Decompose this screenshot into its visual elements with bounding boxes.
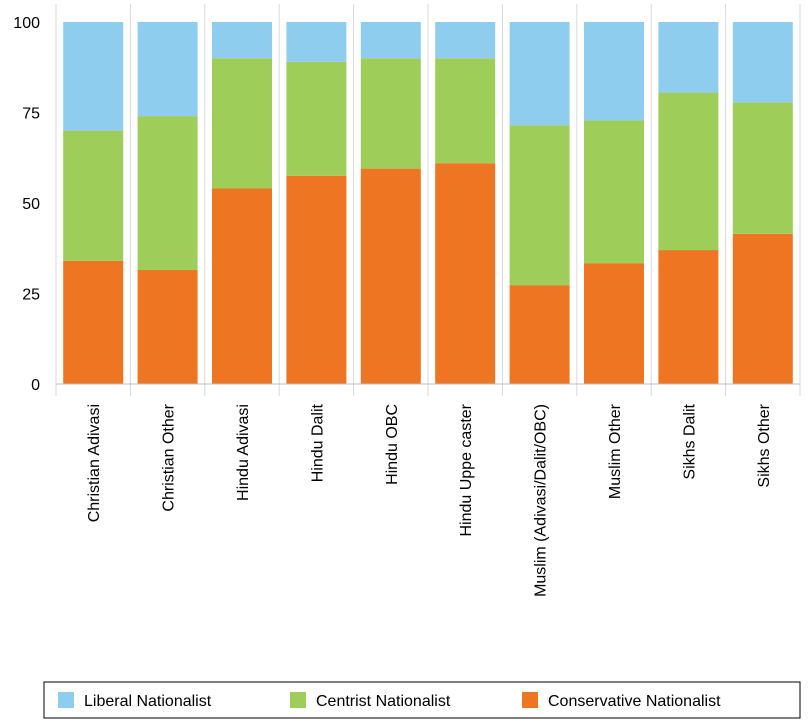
legend-box [43,681,801,719]
bar-segment-centrist-nationalist [732,102,793,234]
bar-segment-liberal-nationalist [137,22,198,117]
bar-segment-conservative-nationalist [212,188,272,384]
y-tick-label: 75 [22,106,40,123]
bar-segment-conservative-nationalist [137,269,198,384]
bar-segment-centrist-nationalist [509,125,570,286]
axis-layer: 0 25 50 75 100 Christian Adivasi Christian Oth… [13,15,800,597]
category-label: Christian Adivasi [86,404,103,522]
legend-label: Conservative Nationalist [548,693,721,710]
bar-segment-liberal-nationalist [286,22,347,62]
category-label: Muslim (Adivasi/Dalit/OBC) [533,404,550,597]
bar-segment-conservative-nationalist [509,285,570,384]
y-tick-label: 0 [31,377,40,394]
category-label: Hindu OBC [384,404,401,485]
bar-segment-liberal-nationalist [212,22,272,59]
bar-segment-centrist-nationalist [63,130,124,261]
bar-segment-centrist-nationalist [658,92,719,251]
y-tick-label: 50 [22,196,40,213]
legend-label: Centrist Nationalist [316,693,451,710]
bar-segment-conservative-nationalist [732,233,793,384]
category-label: Sikhs Other [756,403,773,487]
bar-segment-centrist-nationalist [584,120,644,264]
bar-segment-liberal-nationalist [584,22,644,121]
bar-segment-centrist-nationalist [435,58,496,164]
bar-segment-liberal-nationalist [435,22,496,59]
category-label: Sikhs Dalit [681,403,698,479]
category-label: Hindu Dalit [309,403,326,482]
legend-swatch [522,692,538,708]
bar-segment-conservative-nationalist [63,260,124,384]
bar-segment-centrist-nationalist [286,61,347,176]
y-tick-label: 100 [13,15,40,32]
legend-label: Liberal Nationalist [84,693,212,710]
bar-segment-liberal-nationalist [63,22,124,131]
bar-segment-centrist-nationalist [137,116,198,270]
bar-segment-conservative-nationalist [658,250,719,384]
legend-swatch [290,692,306,708]
legend: Liberal Nationalist Centrist Nationalist C… [43,681,801,719]
bar-segment-conservative-nationalist [435,163,496,384]
category-label: Hindu Adivasi [235,404,252,501]
bar-segment-liberal-nationalist [509,22,570,126]
bar-segment-liberal-nationalist [360,22,421,59]
bar-layer [63,22,793,384]
y-tick-label: 25 [22,287,40,304]
category-label: Hindu Uppe caster [458,403,475,536]
legend-swatch [58,692,74,708]
bar-segment-conservative-nationalist [360,168,421,384]
bar-segment-liberal-nationalist [732,22,793,103]
bar-segment-centrist-nationalist [212,58,272,189]
category-label: Muslim Other [607,403,624,499]
bar-segment-liberal-nationalist [658,22,719,93]
bar-segment-centrist-nationalist [360,58,421,169]
bar-segment-conservative-nationalist [584,263,644,384]
grid-layer [55,4,801,396]
category-label: Christian Other [161,403,178,511]
bar-segment-conservative-nationalist [286,175,347,384]
